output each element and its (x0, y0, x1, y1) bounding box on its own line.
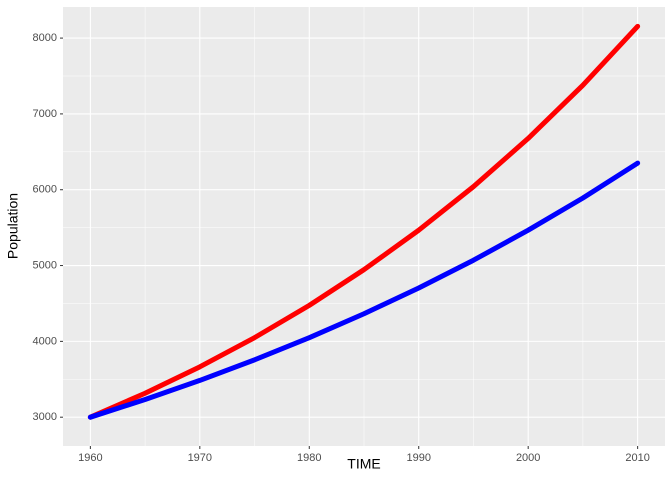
x-tick-label: 2010 (625, 452, 649, 464)
y-tick-label: 3000 (33, 411, 57, 423)
x-tick-label: 1970 (188, 452, 212, 464)
x-tick-label: 1990 (406, 452, 430, 464)
x-tick-label: 2000 (516, 452, 540, 464)
y-tick-label: 6000 (33, 184, 57, 196)
lines (87, 23, 641, 420)
y-tick-label: 5000 (33, 259, 57, 271)
grid (63, 7, 665, 446)
series-line (87, 160, 641, 420)
y-tick-label: 4000 (33, 335, 57, 347)
series-line (87, 23, 641, 420)
y-tick-label: 7000 (33, 108, 57, 120)
x-axis-label: TIME (347, 456, 380, 472)
x-tick-label: 1960 (78, 452, 102, 464)
x-tick-label: 1980 (297, 452, 321, 464)
y-tick-label: 8000 (33, 32, 57, 44)
y-axis-label: Population (5, 193, 21, 259)
